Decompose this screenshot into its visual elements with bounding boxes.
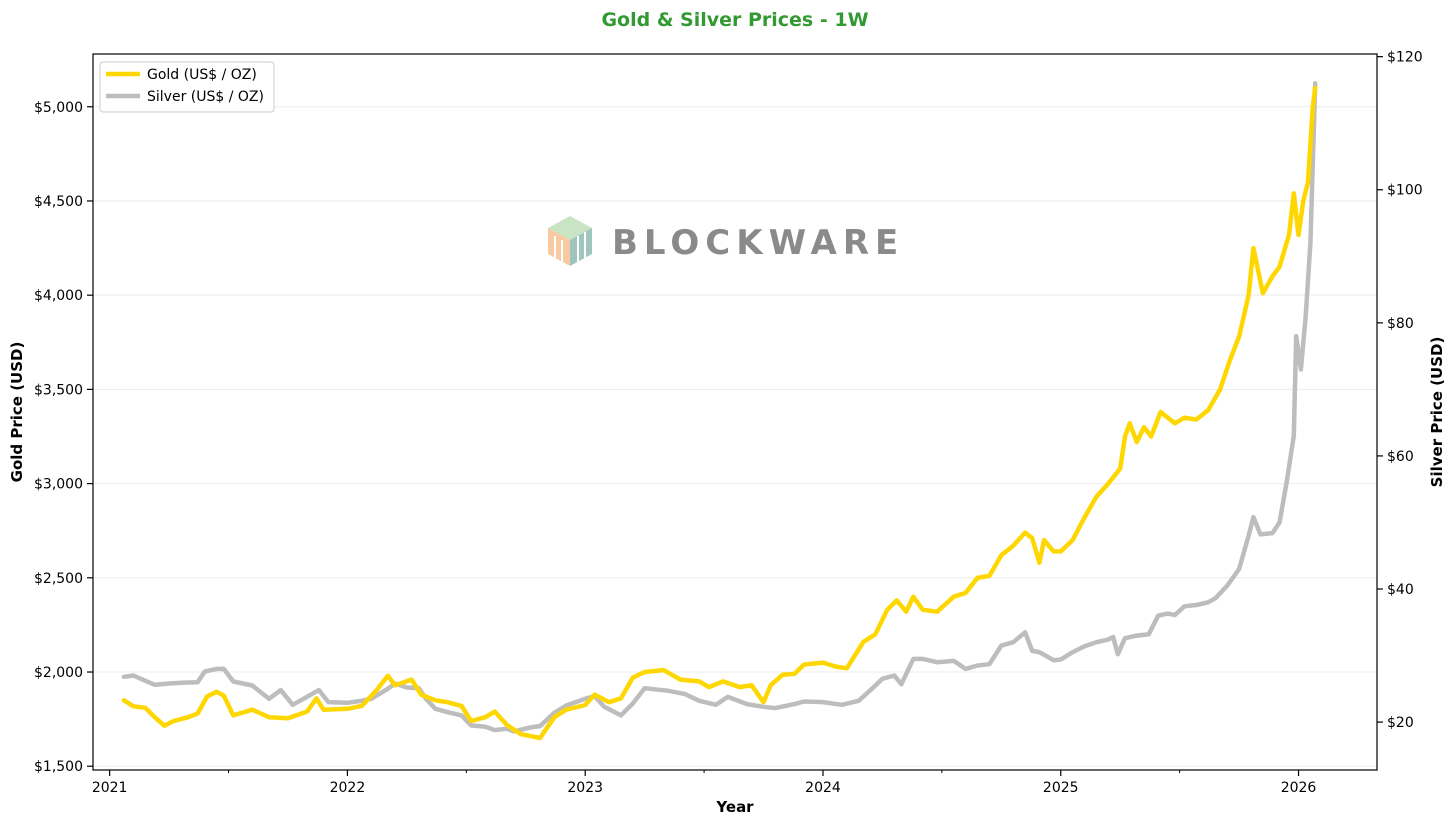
legend-gold-label: Gold (US$ / OZ) [147, 67, 257, 83]
y-left-tick-label-5: $4,000 [34, 288, 83, 304]
y-right-tick-label-1: $40 [1387, 582, 1414, 598]
y-right-axis-title: Silver Price (USD) [1428, 337, 1446, 488]
silver-price-line [121, 81, 1318, 734]
y-left-tick-label-4: $3,500 [34, 382, 83, 398]
y-right-tick-label-3: $80 [1387, 316, 1414, 332]
y-left-tick-label-2: $2,500 [34, 571, 83, 587]
y-left-tick-label-6: $4,500 [34, 194, 83, 210]
plot-frame [92, 53, 1378, 771]
y-left-axis-title: Gold Price (USD) [8, 342, 26, 483]
y-left-axis-ticks: $1,500 $2,000 $2,500 $3,000 $3,500 $4,000 $4,5… [34, 100, 93, 775]
x-axis-ticks: 2021 2022 2023 2024 2025 2026 [92, 770, 1317, 796]
y-right-tick-label-4: $100 [1387, 183, 1423, 199]
legend-silver-label: Silver (US$ / OZ) [147, 89, 264, 105]
gold-price-line [121, 85, 1318, 741]
y-left-tick-label-7: $5,000 [34, 100, 83, 116]
chart-title: Gold & Silver Prices - 1W [601, 9, 868, 31]
series-lines [121, 81, 1318, 741]
y-right-tick-label-0: $20 [1387, 715, 1414, 731]
y-right-tick-label-2: $60 [1387, 449, 1414, 465]
blockware-watermark: BLOCKWARE [548, 216, 904, 266]
legend-box [99, 61, 275, 113]
y-left-tick-label-1: $2,000 [34, 665, 83, 681]
grid-lines [93, 106, 1377, 767]
x-axis-title: Year [715, 798, 754, 816]
y-right-tick-label-5: $120 [1387, 50, 1423, 66]
x-tick-label-2023: 2023 [567, 780, 603, 796]
x-tick-label-2026: 2026 [1281, 780, 1317, 796]
watermark-text: BLOCKWARE [612, 223, 904, 263]
x-tick-label-2025: 2025 [1043, 780, 1079, 796]
y-right-axis-ticks: $20 $40 $60 $80 $100 $120 [1377, 50, 1423, 731]
y-left-tick-label-3: $3,000 [34, 477, 83, 493]
y-left-tick-label-0: $1,500 [34, 759, 83, 775]
blockware-logo-icon [548, 216, 592, 266]
legend: Gold (US$ / OZ) Silver (US$ / OZ) [99, 61, 275, 113]
x-tick-label-2022: 2022 [330, 780, 366, 796]
x-tick-label-2024: 2024 [805, 780, 841, 796]
x-tick-label-2021: 2021 [92, 780, 128, 796]
